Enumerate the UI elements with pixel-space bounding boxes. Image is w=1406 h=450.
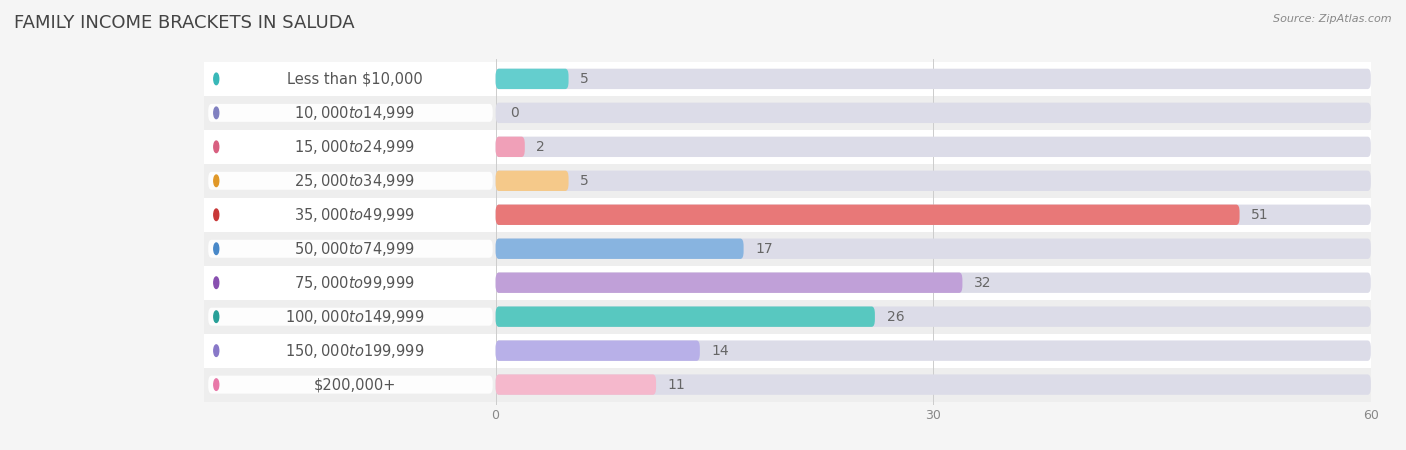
Text: $50,000 to $74,999: $50,000 to $74,999 xyxy=(294,240,415,258)
FancyBboxPatch shape xyxy=(496,374,657,395)
Text: $25,000 to $34,999: $25,000 to $34,999 xyxy=(294,172,415,190)
Bar xyxy=(204,130,1371,164)
FancyBboxPatch shape xyxy=(496,341,1371,361)
Circle shape xyxy=(214,209,219,220)
Bar xyxy=(204,368,1371,401)
Bar xyxy=(204,300,1371,333)
FancyBboxPatch shape xyxy=(496,374,1371,395)
Circle shape xyxy=(214,345,219,356)
FancyBboxPatch shape xyxy=(208,240,492,258)
Bar xyxy=(204,198,1371,232)
FancyBboxPatch shape xyxy=(208,172,492,190)
Text: $75,000 to $99,999: $75,000 to $99,999 xyxy=(294,274,415,292)
Text: FAMILY INCOME BRACKETS IN SALUDA: FAMILY INCOME BRACKETS IN SALUDA xyxy=(14,14,354,32)
FancyBboxPatch shape xyxy=(208,138,492,156)
Bar xyxy=(204,333,1371,368)
Text: Source: ZipAtlas.com: Source: ZipAtlas.com xyxy=(1274,14,1392,23)
FancyBboxPatch shape xyxy=(208,206,492,224)
Text: $35,000 to $49,999: $35,000 to $49,999 xyxy=(294,206,415,224)
FancyBboxPatch shape xyxy=(208,104,492,122)
FancyBboxPatch shape xyxy=(496,306,875,327)
FancyBboxPatch shape xyxy=(496,171,1371,191)
FancyBboxPatch shape xyxy=(496,273,963,293)
Text: 2: 2 xyxy=(537,140,546,154)
Text: $150,000 to $199,999: $150,000 to $199,999 xyxy=(285,342,425,360)
Circle shape xyxy=(214,141,219,153)
Text: 11: 11 xyxy=(668,378,686,392)
Circle shape xyxy=(214,311,219,323)
Bar xyxy=(204,164,1371,198)
Circle shape xyxy=(214,379,219,391)
FancyBboxPatch shape xyxy=(496,103,1371,123)
Bar xyxy=(204,266,1371,300)
Text: 14: 14 xyxy=(711,344,730,358)
FancyBboxPatch shape xyxy=(208,342,492,360)
FancyBboxPatch shape xyxy=(208,274,492,292)
Text: $200,000+: $200,000+ xyxy=(314,377,396,392)
Circle shape xyxy=(214,277,219,288)
FancyBboxPatch shape xyxy=(496,205,1240,225)
Text: 17: 17 xyxy=(755,242,773,256)
Text: 0: 0 xyxy=(510,106,519,120)
FancyBboxPatch shape xyxy=(496,171,568,191)
FancyBboxPatch shape xyxy=(496,273,1371,293)
FancyBboxPatch shape xyxy=(208,70,492,88)
FancyBboxPatch shape xyxy=(496,205,1371,225)
Text: 51: 51 xyxy=(1251,208,1268,222)
FancyBboxPatch shape xyxy=(496,341,700,361)
FancyBboxPatch shape xyxy=(496,137,524,157)
Circle shape xyxy=(214,107,219,119)
FancyBboxPatch shape xyxy=(208,376,492,394)
Bar xyxy=(204,232,1371,266)
FancyBboxPatch shape xyxy=(496,238,744,259)
Bar xyxy=(204,96,1371,130)
Text: 26: 26 xyxy=(887,310,904,324)
Bar xyxy=(204,62,1371,96)
Circle shape xyxy=(214,73,219,85)
FancyBboxPatch shape xyxy=(496,69,568,89)
Text: $10,000 to $14,999: $10,000 to $14,999 xyxy=(294,104,415,122)
Circle shape xyxy=(214,175,219,187)
Circle shape xyxy=(214,243,219,255)
Text: $100,000 to $149,999: $100,000 to $149,999 xyxy=(285,308,425,326)
Text: $15,000 to $24,999: $15,000 to $24,999 xyxy=(294,138,415,156)
Text: 5: 5 xyxy=(581,174,589,188)
Text: 32: 32 xyxy=(974,276,991,290)
FancyBboxPatch shape xyxy=(208,308,492,326)
FancyBboxPatch shape xyxy=(496,69,1371,89)
FancyBboxPatch shape xyxy=(496,306,1371,327)
FancyBboxPatch shape xyxy=(496,238,1371,259)
FancyBboxPatch shape xyxy=(496,137,1371,157)
Text: 5: 5 xyxy=(581,72,589,86)
Text: Less than $10,000: Less than $10,000 xyxy=(287,72,423,86)
